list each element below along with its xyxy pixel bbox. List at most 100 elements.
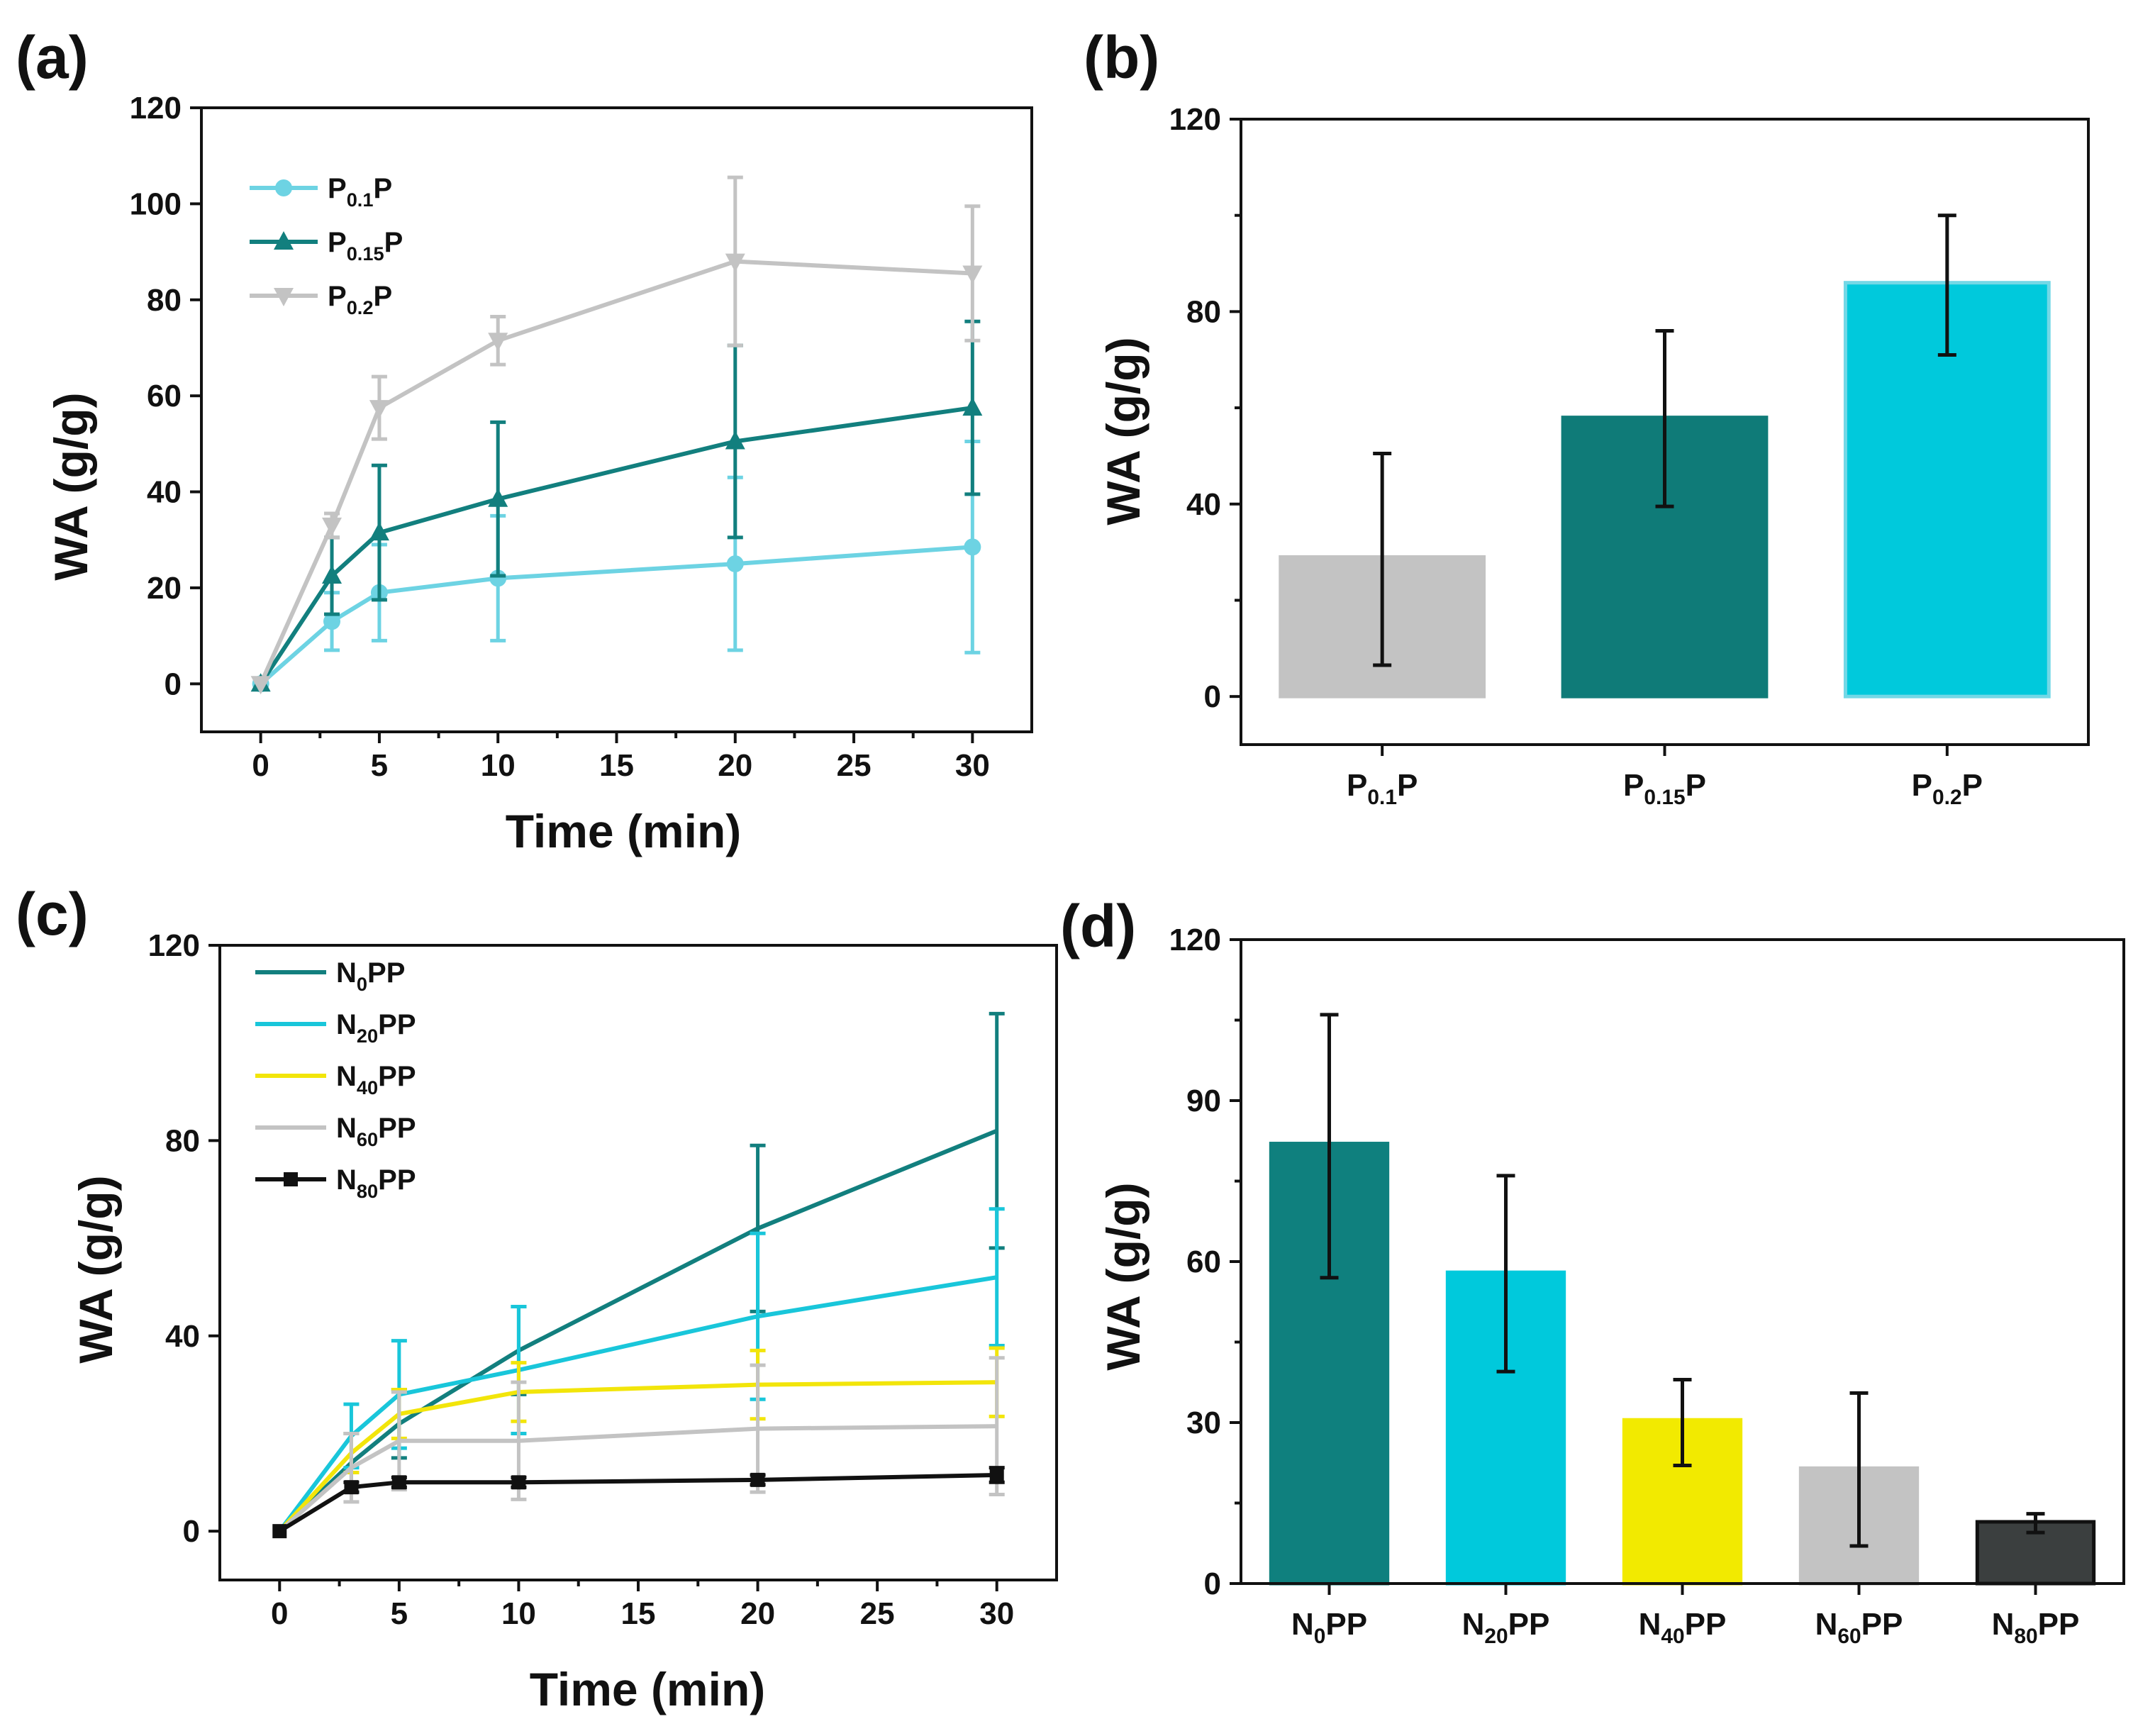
panel-a-ylabel: WA (g/g) [45, 392, 97, 580]
panel-d-ytick-label: 120 [1169, 923, 1221, 957]
panel-c-xtick-label: 25 [860, 1596, 895, 1631]
panel-a-legend-label-P0.2P: P0.2P [328, 281, 392, 318]
panel-a-ytick-label: 80 [147, 283, 182, 318]
panel-d: (d) WA (g/g) N0PP N20PP N40PP N60PP N80PP 0 30… [1060, 893, 2125, 1648]
panel-c-point-N80PP [391, 1475, 406, 1490]
panel-c-xtick-label: 15 [621, 1596, 656, 1631]
panel-d-ytick-label: 90 [1186, 1084, 1221, 1118]
panel-a-xtick-label: 15 [599, 748, 634, 783]
panel-b-ytick-label: 120 [1169, 102, 1221, 137]
panel-c-xtick-label: 5 [391, 1596, 408, 1631]
panel-a-frame [200, 106, 1033, 733]
panel-a: (a) WA (g/g) Time (min) 0 5 10 15 20 25 30 0 20 4… [16, 24, 1033, 857]
panel-c-label: (c) [16, 881, 89, 947]
panel-d-category-label-N0PP: N0PP [1291, 1607, 1367, 1648]
panel-c-ytick-label: 0 [183, 1514, 200, 1549]
panel-a-xtick-label: 25 [837, 748, 872, 783]
panel-d-ylabel: WA (g/g) [1097, 1182, 1149, 1370]
panel-a-label: (a) [16, 24, 89, 91]
panel-c-ylabel: WA (g/g) [69, 1175, 122, 1363]
panel-c-legend-label-N80PP: N80PP [336, 1164, 416, 1202]
panel-a-xtick-label: 5 [371, 748, 388, 783]
panel-c-line-N40PP [278, 1380, 997, 1533]
panel-c-legend-label-N0PP: N0PP [336, 957, 405, 995]
panel-c-legend-label-N20PP: N20PP [336, 1009, 416, 1047]
panel-a-point-P0.2P [725, 253, 745, 272]
panel-a-legend-marker-P0.2P [274, 288, 294, 306]
panel-a-point-P0.15P [369, 522, 389, 541]
panel-c-point-N80PP [750, 1472, 765, 1487]
panel-c-legend-label-N60PP: N60PP [336, 1113, 416, 1150]
panel-b-label: (b) [1084, 24, 1159, 91]
panel-d-category-label-N80PP: N80PP [1992, 1607, 2080, 1648]
panel-a-legend-marker-P0.15P [274, 231, 294, 250]
panel-c-point-N80PP [344, 1480, 359, 1495]
panel-c: (c) WA (g/g) Time (min) 0 5 10 15 20 25 30 0 40 8… [16, 881, 1058, 1715]
panel-a-legend-label-P0.1P: P0.1P [328, 173, 392, 211]
panel-b-ylabel: WA (g/g) [1097, 337, 1149, 525]
panel-b: (b) WA (g/g) P0.1P P0.15P P0.2P 0 40 80 120 [1084, 24, 2090, 809]
panel-d-label: (d) [1060, 893, 1136, 959]
panel-b-ytick-label: 80 [1186, 294, 1221, 329]
panel-a-point-P0.1P [964, 538, 981, 556]
panel-b-frame [1240, 118, 2090, 746]
panel-b-ytick-label: 40 [1186, 487, 1221, 522]
panel-c-line-N20PP [277, 1275, 998, 1532]
panel-a-legend-label-P0.15P: P0.15P [328, 227, 403, 265]
panel-c-series-N80PP [272, 1466, 1005, 1539]
panel-a-point-P0.2P [962, 265, 983, 284]
panel-a-ytick-label: 20 [147, 571, 182, 606]
panel-d-ytick-label: 60 [1186, 1245, 1221, 1279]
panel-c-point-N80PP [511, 1475, 526, 1490]
panel-a-ytick-label: 0 [165, 667, 182, 701]
panel-a-xtick-label: 10 [481, 748, 516, 783]
panel-c-point-N80PP [989, 1467, 1004, 1482]
panel-a-line-P0.1P [259, 545, 973, 686]
panel-b-ytick-label: 0 [1204, 679, 1221, 714]
panel-c-xtick-label: 10 [501, 1596, 536, 1631]
panel-a-point-P0.1P [726, 555, 744, 573]
panel-c-line-N60PP [278, 1424, 997, 1533]
panel-d-category-label-N40PP: N40PP [1639, 1607, 1727, 1648]
panel-a-series-P0.2P [250, 175, 983, 695]
panel-a-point-P0.15P [322, 565, 343, 584]
panel-a-xtick-label: 30 [955, 748, 990, 783]
panel-b-category-label-P0.1P: P0.1P [1347, 768, 1418, 809]
panel-a-xtick-label: 0 [252, 748, 269, 783]
panel-a-point-P0.2P [488, 333, 508, 352]
panel-a-point-P0.15P [725, 430, 745, 450]
panel-a-ytick-label: 120 [130, 91, 182, 126]
panel-a-xlabel: Time (min) [506, 805, 741, 857]
panel-a-point-P0.2P [322, 517, 343, 536]
panel-a-point-P0.15P [962, 397, 983, 416]
panel-a-ytick-label: 40 [147, 475, 182, 510]
panel-a-ytick-label: 100 [130, 187, 182, 221]
panel-a-line-P0.15P [259, 406, 973, 685]
panel-b-category-label-P0.2P: P0.2P [1912, 768, 1983, 809]
panel-c-legend-label-N40PP: N40PP [336, 1061, 416, 1098]
panel-a-point-P0.2P [369, 400, 389, 419]
panel-c-legend-marker-N80PP [284, 1172, 298, 1186]
panel-a-line-P0.2P [258, 259, 973, 685]
panel-a-point-P0.1P [489, 569, 507, 587]
panel-a-point-P0.1P [323, 613, 341, 630]
panel-c-line-N80PP [278, 1472, 997, 1533]
panel-c-xtick-label: 0 [271, 1596, 288, 1631]
panel-a-point-P0.15P [488, 488, 508, 507]
panel-d-ytick-label: 0 [1204, 1567, 1221, 1601]
panel-a-series-P0.1P [252, 439, 981, 693]
panel-c-ytick-label: 80 [165, 1123, 200, 1158]
panel-a-point-P0.2P [250, 676, 271, 695]
panel-d-category-label-N20PP: N20PP [1462, 1607, 1550, 1648]
panel-c-point-N80PP [272, 1524, 287, 1539]
panel-c-xtick-label: 20 [740, 1596, 775, 1631]
panel-c-series-N40PP [278, 1346, 1005, 1533]
panel-a-legend-marker-P0.1P [275, 179, 292, 196]
panel-b-category-label-P0.15P: P0.15P [1623, 768, 1706, 809]
panel-c-ytick-label: 120 [148, 928, 200, 963]
panel-c-line-N0PP [278, 1128, 998, 1533]
panel-c-ytick-label: 40 [165, 1319, 200, 1354]
panel-c-xlabel: Time (min) [530, 1663, 765, 1715]
panel-a-series-P0.15P [250, 319, 983, 692]
